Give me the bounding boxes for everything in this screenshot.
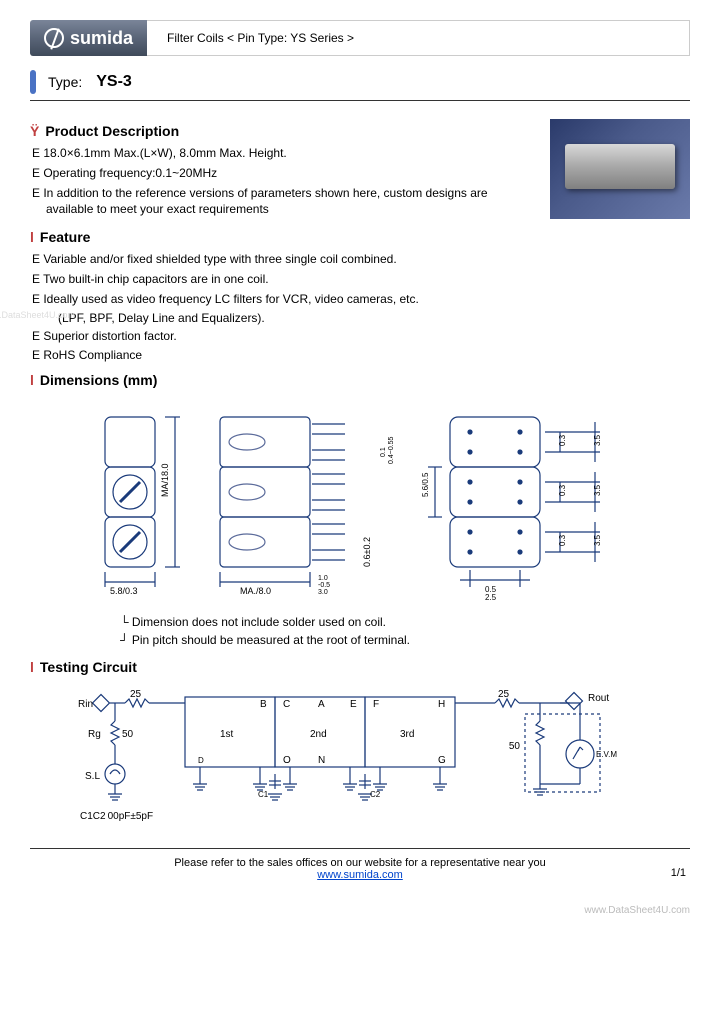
svg-text:3.5: 3.5 [593, 485, 602, 497]
svg-text:S.L: S.L [85, 771, 100, 782]
svg-text:1st: 1st [220, 729, 234, 740]
header: sumida Filter Coils < Pin Type: YS Serie… [30, 20, 690, 56]
brand-name: sumida [70, 28, 133, 49]
product-photo [550, 119, 690, 219]
type-label: Type: [48, 74, 82, 90]
svg-text:3.5: 3.5 [593, 535, 602, 547]
svg-text:MA/18.0: MA/18.0 [160, 464, 170, 498]
svg-text:MA./8.0: MA./8.0 [240, 586, 271, 596]
svg-text:25: 25 [130, 689, 142, 700]
svg-text:25: 25 [498, 689, 510, 700]
desc-item: Operating frequency:0.1~20MHz [32, 165, 536, 182]
svg-text:0.4~0.55: 0.4~0.55 [388, 437, 395, 465]
svg-text:3.0: 3.0 [318, 589, 328, 596]
svg-text:-0.5: -0.5 [318, 582, 330, 589]
dimensions-title: lDimensions (mm) [30, 372, 690, 388]
svg-text:3rd: 3rd [400, 729, 414, 740]
dimension-notes: └ Dimension does not include solder used… [30, 613, 690, 649]
feature-subitem: (LPF, BPF, Delay Line and Equalizers). [30, 311, 690, 325]
svg-text:F: F [373, 699, 379, 710]
svg-text:Rout: Rout [588, 693, 609, 704]
type-row: Type: YS-3 [30, 62, 690, 101]
svg-text:E: E [350, 699, 357, 710]
svg-text:0.3: 0.3 [558, 435, 567, 447]
svg-text:2.5: 2.5 [485, 593, 497, 602]
svg-text:D: D [198, 756, 204, 765]
svg-text:50: 50 [509, 741, 521, 752]
svg-text:0.3: 0.3 [558, 485, 567, 497]
footer-text: Please refer to the sales offices on our… [174, 857, 546, 869]
svg-text:G: G [438, 755, 446, 766]
desc-item: In addition to the reference versions of… [32, 185, 536, 219]
svg-text:C: C [283, 699, 290, 710]
svg-text:B: B [260, 699, 267, 710]
feature-list-2: Superior distortion factor. RoHS Complia… [30, 328, 690, 365]
desc-title: ŸProduct Description [30, 123, 536, 139]
svg-text:5.8/0.3: 5.8/0.3 [110, 586, 138, 596]
footer-link[interactable]: www.sumida.com [317, 869, 403, 881]
svg-text:5.6/0.5: 5.6/0.5 [421, 472, 430, 497]
svg-text:2nd: 2nd [310, 729, 327, 740]
feature-item: Superior distortion factor. [32, 328, 690, 345]
feature-item: RoHS Compliance [32, 347, 690, 364]
svg-text:3.5: 3.5 [593, 435, 602, 447]
type-accent [30, 70, 36, 94]
svg-text:0.1: 0.1 [380, 447, 387, 457]
svg-text:A: A [318, 699, 325, 710]
svg-text:50: 50 [122, 729, 134, 740]
feature-title: lFeature [30, 229, 690, 245]
svg-text:0.3: 0.3 [558, 535, 567, 547]
category-label: Filter Coils < Pin Type: YS Series > [147, 20, 690, 56]
feature-item: Two built-in chip capacitors are in one … [32, 271, 690, 288]
dimensions-diagram: 5.8/0.3 MA/18.0 MA./8.0 1.0-0.53.0 0.6±0… [30, 402, 690, 602]
feature-list: Variable and/or fixed shielded type with… [30, 251, 690, 307]
svg-text:N: N [318, 755, 325, 766]
watermark-bottom: www.DataSheet4U.com [0, 899, 720, 916]
feature-item: Variable and/or fixed shielded type with… [32, 251, 690, 268]
type-value: YS-3 [96, 73, 132, 91]
description-list: 18.0×6.1mm Max.(L×W), 8.0mm Max. Height.… [30, 145, 536, 218]
watermark-left: www.DataSheet4U.com [0, 310, 75, 320]
svg-text:C2: C2 [370, 790, 381, 799]
svg-text:Rg: Rg [88, 729, 101, 740]
svg-text:O: O [283, 755, 291, 766]
testing-title: lTesting Circuit [30, 659, 690, 675]
svg-text:0.6±0.2: 0.6±0.2 [362, 537, 372, 567]
logo-icon [44, 28, 64, 48]
svg-text:C1C2 00pF±5pF: C1C2 00pF±5pF [80, 811, 153, 822]
brand-logo: sumida [30, 20, 147, 56]
desc-item: 18.0×6.1mm Max.(L×W), 8.0mm Max. Height. [32, 145, 536, 162]
feature-item: Ideally used as video frequency LC filte… [32, 291, 690, 308]
testing-circuit-diagram: Rin 25 Rg 50 S.L 1st 2nd 3rd 25 Rout 50 … [30, 689, 690, 829]
svg-text:Rin: Rin [78, 699, 93, 710]
svg-text:1.0: 1.0 [318, 575, 328, 582]
svg-text:C1: C1 [258, 790, 269, 799]
svg-text:H: H [438, 699, 445, 710]
svg-text:E.V.M: E.V.M [596, 750, 617, 759]
